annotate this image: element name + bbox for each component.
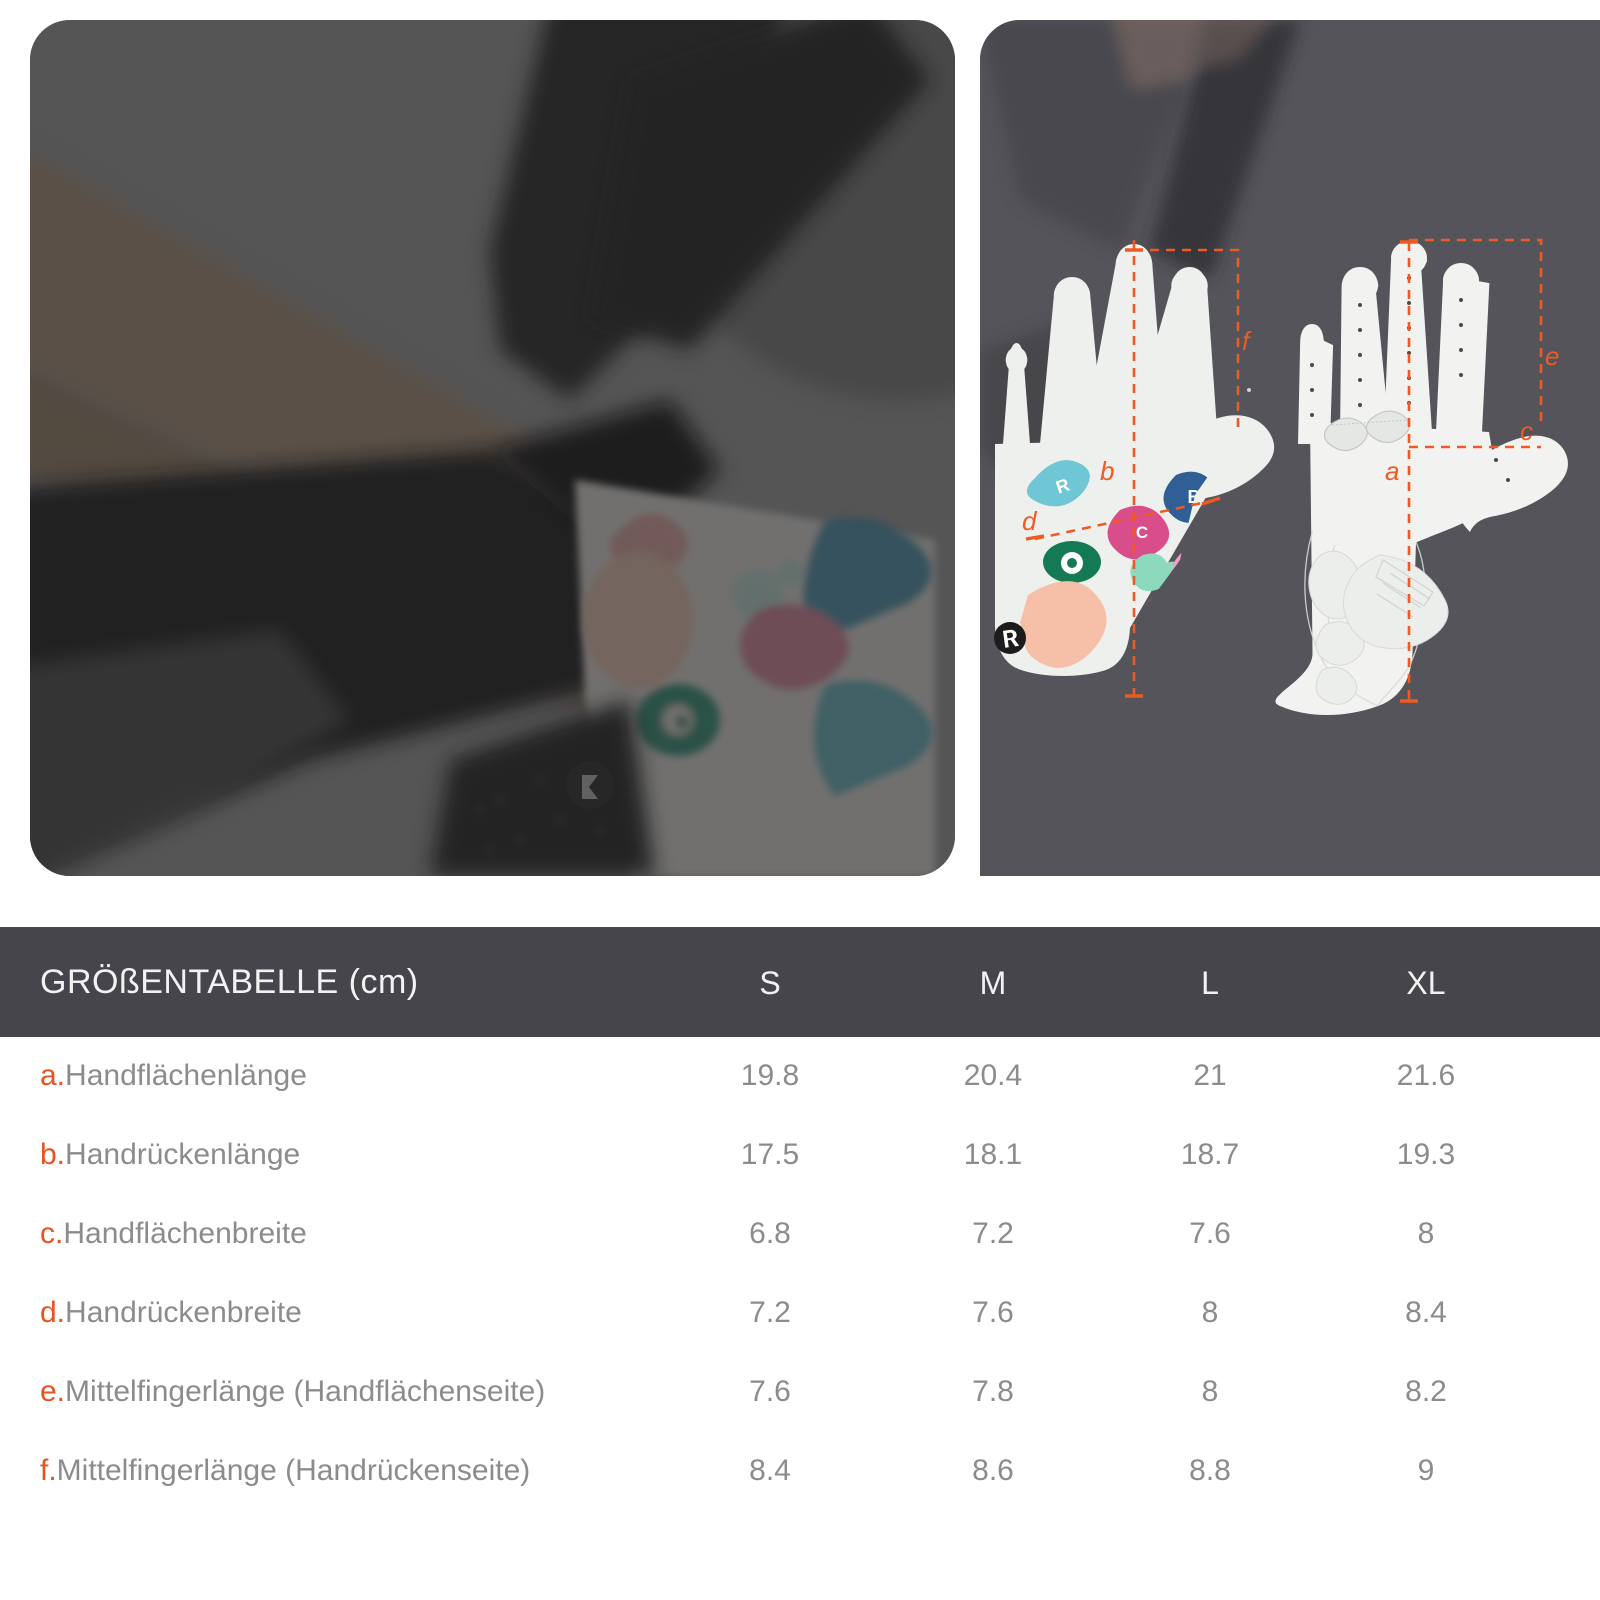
svg-text:C: C	[1136, 523, 1148, 542]
svg-text:b: b	[1100, 456, 1114, 486]
svg-text:f: f	[1242, 326, 1252, 356]
svg-text:S: S	[1165, 609, 1175, 626]
svg-text:e: e	[1545, 341, 1559, 371]
svg-text:c: c	[1520, 416, 1533, 446]
svg-text:a: a	[1385, 456, 1399, 486]
svg-text:d: d	[1022, 506, 1038, 536]
